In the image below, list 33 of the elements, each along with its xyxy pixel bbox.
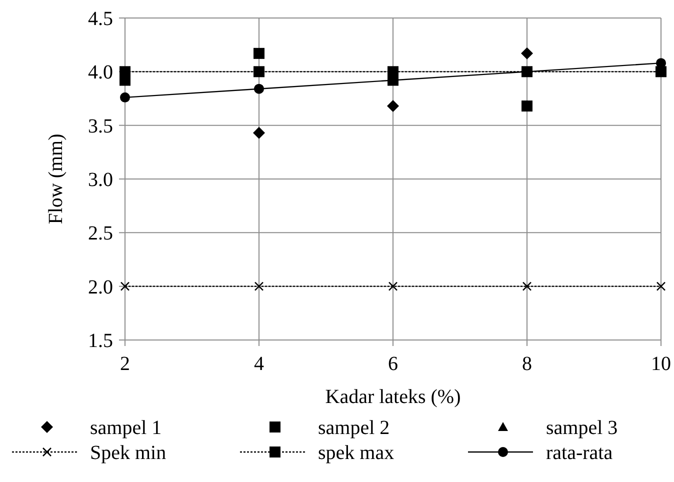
y-tick-label: 2.0 [88,276,113,298]
point [656,66,666,78]
point [387,100,399,112]
y-axis-title: Flow (mm) [45,134,67,224]
y-tick-label: 4.5 [88,8,113,30]
point [254,282,264,291]
legend-label: spek max [318,442,394,464]
legend-label: rata-rata [546,442,613,464]
point [388,282,398,291]
legend-label: sampel 1 [90,417,162,439]
x-axis-title: Kadar lateks (%) [325,386,461,408]
legend-label: Spek min [90,442,166,464]
point [656,282,666,291]
point [521,47,533,60]
point [120,92,130,102]
x-tick-label: 4 [254,353,264,375]
point [253,126,265,139]
legend-label: sampel 2 [318,417,390,439]
point [522,100,532,112]
point [254,66,264,78]
y-tick-label: 3.5 [88,115,113,138]
x-tick-label: 8 [522,353,532,375]
legend-label: sampel 3 [546,417,618,439]
y-tick-label: 1.5 [88,330,113,352]
point [254,48,264,59]
y-tick-label: 3.0 [88,169,113,191]
x-tick-label: 10 [651,353,671,375]
y-tick-label: 2.5 [88,222,113,245]
x-tick-label: 6 [388,353,398,375]
y-tick-label: 4.0 [88,62,113,84]
point [522,282,532,291]
x-tick-label: 2 [120,353,130,375]
point [254,84,264,94]
